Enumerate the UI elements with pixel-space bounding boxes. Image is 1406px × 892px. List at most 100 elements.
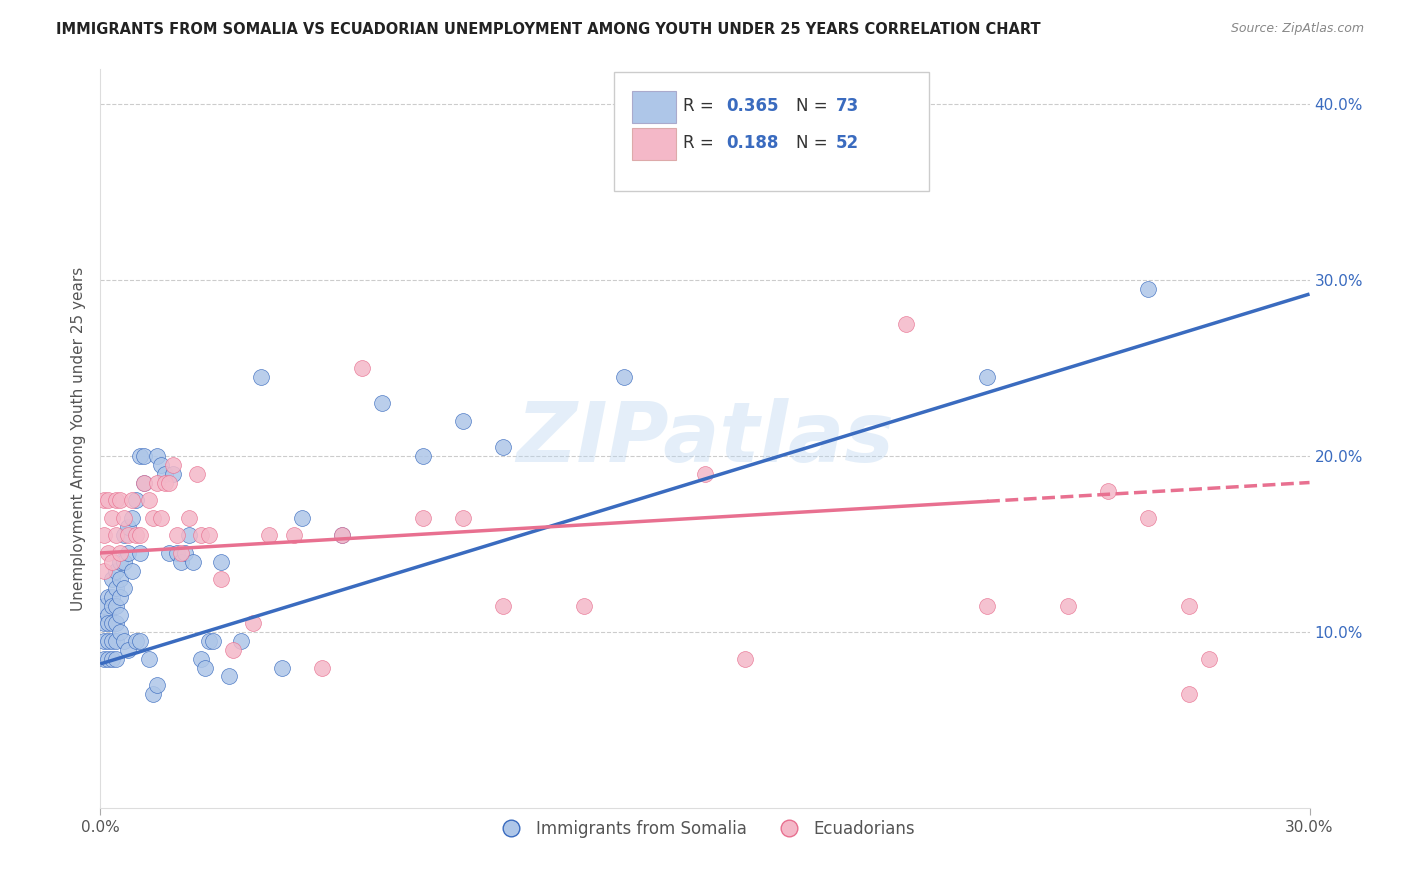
Point xyxy=(110,555,132,569)
Point xyxy=(112,581,135,595)
Point xyxy=(166,546,188,560)
Point xyxy=(93,528,115,542)
Point xyxy=(371,396,394,410)
Point xyxy=(250,369,273,384)
Point xyxy=(93,599,115,613)
Text: 73: 73 xyxy=(835,97,859,115)
Point xyxy=(105,651,128,665)
Point xyxy=(613,369,636,384)
Point xyxy=(93,564,115,578)
Point xyxy=(734,651,756,665)
Point xyxy=(97,493,120,508)
Point xyxy=(149,458,172,472)
Point xyxy=(209,555,232,569)
Point xyxy=(97,634,120,648)
Point xyxy=(134,475,156,490)
Point xyxy=(112,528,135,542)
Point xyxy=(149,510,172,524)
Point xyxy=(112,555,135,569)
Point xyxy=(170,546,193,560)
Text: R =: R = xyxy=(683,97,718,115)
Point xyxy=(166,528,188,542)
Point xyxy=(1097,484,1119,499)
Point xyxy=(412,449,434,463)
Text: R =: R = xyxy=(683,135,718,153)
Point xyxy=(129,634,152,648)
Point xyxy=(209,573,232,587)
Point xyxy=(976,599,998,613)
Point xyxy=(451,414,474,428)
Point xyxy=(1056,599,1078,613)
Point xyxy=(101,599,124,613)
Point xyxy=(105,581,128,595)
Point xyxy=(177,528,200,542)
Point xyxy=(93,634,115,648)
Point xyxy=(162,467,184,481)
Point xyxy=(352,361,374,376)
Point xyxy=(129,449,152,463)
Point xyxy=(162,458,184,472)
Point xyxy=(112,634,135,648)
Point xyxy=(173,546,195,560)
Point xyxy=(110,590,132,604)
Point xyxy=(270,660,292,674)
Point xyxy=(1177,599,1199,613)
Point xyxy=(311,660,333,674)
Point xyxy=(134,475,156,490)
Point xyxy=(101,510,124,524)
Point xyxy=(110,546,132,560)
Point xyxy=(101,590,124,604)
Text: Source: ZipAtlas.com: Source: ZipAtlas.com xyxy=(1230,22,1364,36)
Point xyxy=(153,467,176,481)
Point xyxy=(121,510,143,524)
Point xyxy=(492,440,515,454)
Point xyxy=(110,607,132,622)
Point xyxy=(105,599,128,613)
Point xyxy=(186,467,208,481)
Point xyxy=(125,528,148,542)
Point xyxy=(97,546,120,560)
Point xyxy=(157,546,180,560)
Point xyxy=(129,546,152,560)
FancyBboxPatch shape xyxy=(633,128,676,160)
Point xyxy=(105,564,128,578)
Point xyxy=(117,643,139,657)
Point xyxy=(218,669,240,683)
Point xyxy=(97,607,120,622)
Point xyxy=(105,493,128,508)
Point xyxy=(177,510,200,524)
Point xyxy=(97,651,120,665)
Point xyxy=(121,564,143,578)
FancyBboxPatch shape xyxy=(614,72,928,191)
Point xyxy=(222,643,245,657)
Y-axis label: Unemployment Among Youth under 25 years: Unemployment Among Youth under 25 years xyxy=(72,267,86,611)
Point xyxy=(283,528,305,542)
FancyBboxPatch shape xyxy=(633,92,676,122)
Point xyxy=(259,528,281,542)
Point xyxy=(291,510,314,524)
Point xyxy=(105,634,128,648)
Point xyxy=(1137,510,1160,524)
Point xyxy=(110,573,132,587)
Point xyxy=(110,493,132,508)
Point xyxy=(201,634,224,648)
Point xyxy=(1177,687,1199,701)
Point xyxy=(117,528,139,542)
Text: 0.188: 0.188 xyxy=(727,135,779,153)
Point xyxy=(181,555,204,569)
Point xyxy=(125,493,148,508)
Point xyxy=(101,616,124,631)
Point xyxy=(145,678,167,692)
Point xyxy=(97,590,120,604)
Point xyxy=(190,528,212,542)
Point xyxy=(198,634,221,648)
Point xyxy=(101,634,124,648)
Point xyxy=(101,573,124,587)
Point xyxy=(97,616,120,631)
Point xyxy=(125,634,148,648)
Point xyxy=(170,555,193,569)
Point xyxy=(153,475,176,490)
Point xyxy=(976,369,998,384)
Point xyxy=(93,493,115,508)
Legend: Immigrants from Somalia, Ecuadorians: Immigrants from Somalia, Ecuadorians xyxy=(488,814,922,845)
